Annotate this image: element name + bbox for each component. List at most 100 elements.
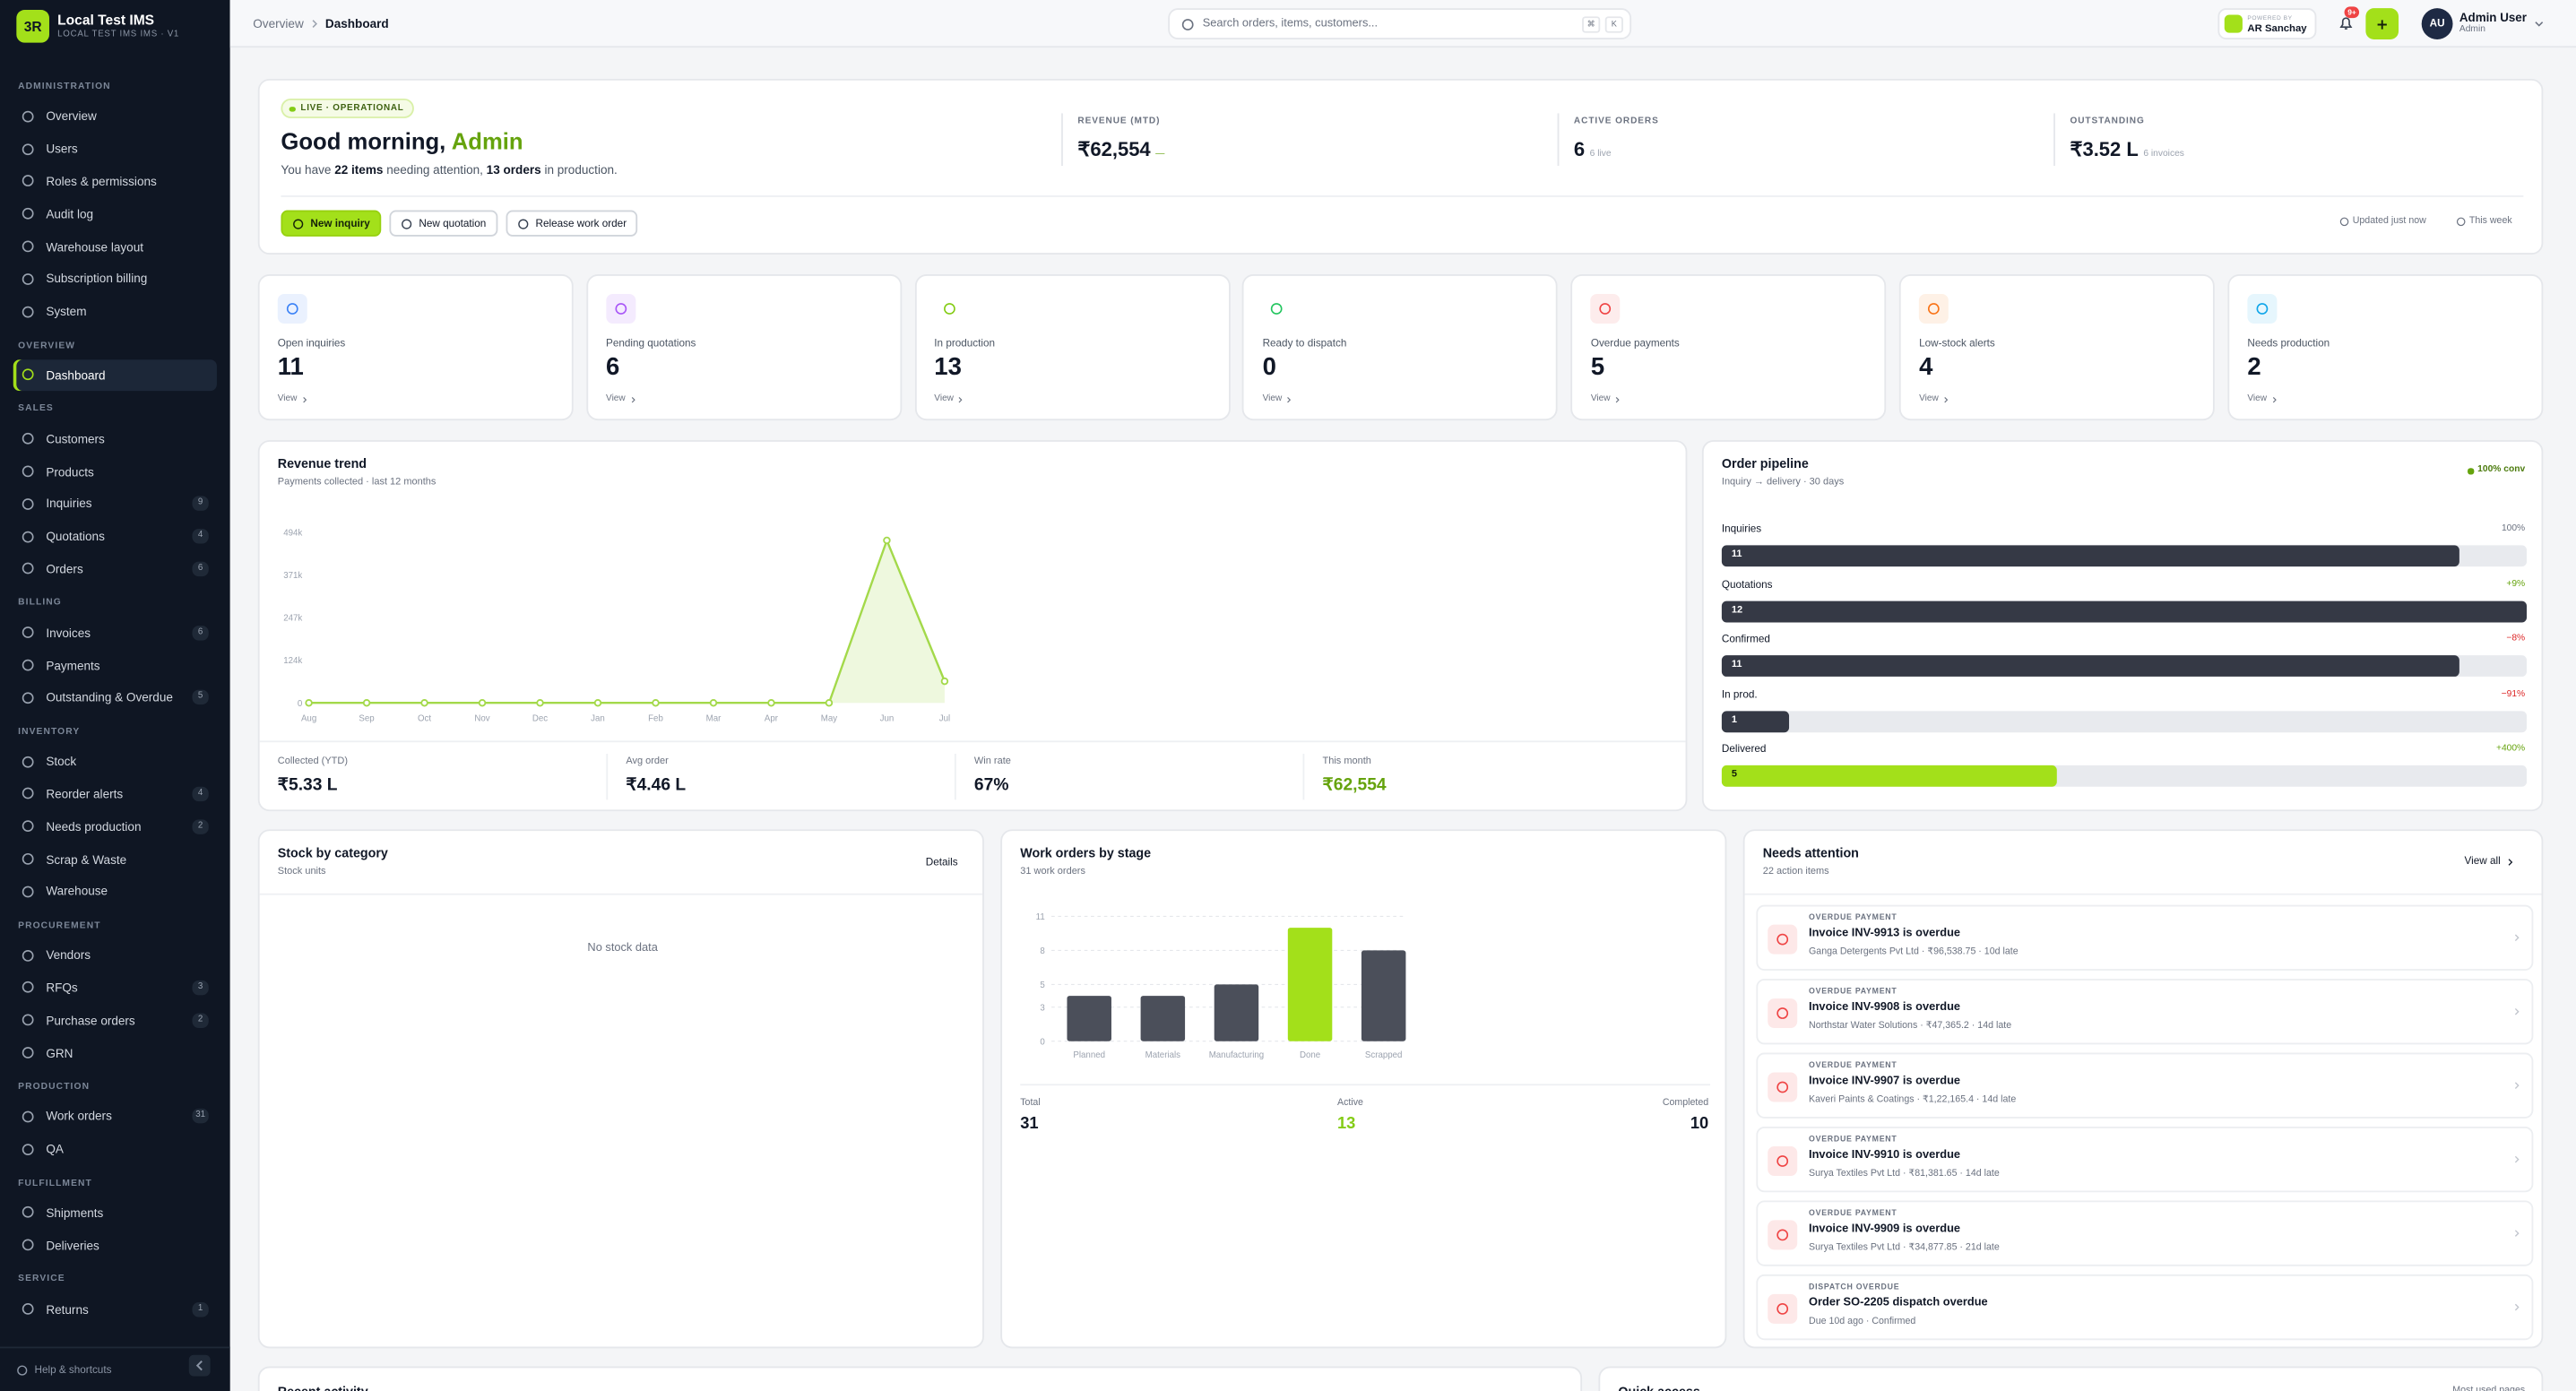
revenue-point <box>593 699 602 707</box>
collapse-button[interactable] <box>188 1354 211 1377</box>
stat-link[interactable]: View <box>934 394 965 404</box>
nav-item[interactable]: Inquiries 9 <box>13 488 217 520</box>
chevron-icon <box>959 396 964 402</box>
attention-item[interactable]: OVERDUE PAYMENT Invoice INV-9907 is overd… <box>1756 1052 2534 1119</box>
stat-link-text: View <box>277 393 298 404</box>
bar <box>1067 996 1111 1041</box>
stat-link-text: View <box>606 393 626 404</box>
attention-kind: OVERDUE PAYMENT <box>1809 1136 1897 1145</box>
attention-detail: Surya Textiles Pvt Ltd · ₹34,877.85 · 21… <box>1809 1243 2000 1254</box>
conversion-dot <box>2468 468 2474 474</box>
notifications-button[interactable] <box>2335 12 2358 35</box>
nav-item[interactable]: Warehouse <box>13 876 217 908</box>
nav-item[interactable]: Scrap & Waste <box>13 842 217 875</box>
nav-item[interactable]: Warehouse layout <box>13 230 217 263</box>
nav-item-label: RFQs <box>46 980 78 996</box>
nav-item[interactable]: Invoices 6 <box>13 617 217 649</box>
stage-change: −8% <box>2506 634 2526 644</box>
icon <box>293 219 304 229</box>
nav-item[interactable]: Payments <box>13 649 217 681</box>
card-subtitle: 31 work orders <box>1020 867 1085 877</box>
nav-item[interactable]: Outstanding & Overdue 5 <box>13 681 217 713</box>
bar <box>1140 996 1186 1041</box>
nav-item[interactable]: Products <box>13 455 217 488</box>
nav-item[interactable]: Audit log <box>13 198 217 230</box>
icon <box>22 1014 34 1026</box>
nav-item[interactable]: GRN <box>13 1036 217 1068</box>
icon-shape <box>2456 217 2466 227</box>
stat-link[interactable]: View <box>606 394 637 404</box>
nav-item[interactable]: Quotations 4 <box>13 520 217 552</box>
nav-item[interactable]: Subscription billing <box>13 263 217 295</box>
period-selector[interactable]: This week <box>2456 217 2512 227</box>
chevron-shape <box>2514 934 2520 942</box>
user-role: Admin <box>2459 24 2485 35</box>
chevron-icon <box>195 1360 203 1371</box>
nav-item[interactable]: Stock <box>13 745 217 777</box>
details-button[interactable]: Details <box>925 857 958 869</box>
nav-item[interactable]: Deliveries <box>13 1229 217 1261</box>
nav-item[interactable]: System <box>13 295 217 327</box>
nav-item[interactable]: Purchase orders 2 <box>13 1004 217 1036</box>
kpi-value-row: ₹3.52 L 6 invoices <box>2070 134 2183 164</box>
nav-item-label: Users <box>46 141 78 157</box>
stage-bar <box>1721 545 2460 567</box>
kpi-value: 6 <box>1573 137 1586 161</box>
chevron-shape <box>302 396 307 402</box>
attention-item[interactable]: OVERDUE PAYMENT Invoice INV-9913 is overd… <box>1756 904 2534 971</box>
nav-item[interactable]: Vendors <box>13 939 217 972</box>
nav-item[interactable]: Work orders 31 <box>13 1101 217 1133</box>
stat-link[interactable]: View <box>1591 394 1622 404</box>
nav-badge: 6 <box>192 625 209 641</box>
nav-item[interactable]: Needs production 2 <box>13 810 217 842</box>
stat-label: Low-stock alerts <box>1919 338 1995 350</box>
kbd: ⌘ <box>1582 16 1601 33</box>
attention-icon <box>1768 1145 1798 1176</box>
attention-title: Order SO-2205 dispatch overdue <box>1809 1297 1988 1309</box>
nav-item[interactable]: Users <box>13 133 217 165</box>
kpi-note: — <box>1155 149 1165 160</box>
card-subtitle: 22 action items <box>1762 867 1829 877</box>
icon-shape <box>22 1047 34 1058</box>
revenue-card: Revenue trend Payments collected · last 1… <box>257 440 1688 812</box>
search-box[interactable]: Search orders, items, customers... ⌘ K <box>1168 8 1632 39</box>
stat-link[interactable]: View <box>1263 394 1294 404</box>
nav-item[interactable]: QA <box>13 1133 217 1165</box>
nav-item[interactable]: Shipments <box>13 1197 217 1229</box>
chevron-icon <box>2514 934 2520 942</box>
nav-item[interactable]: RFQs 3 <box>13 972 217 1004</box>
create-button[interactable] <box>2365 8 2399 39</box>
nav-section-title: ADMINISTRATION <box>18 82 111 92</box>
nav-item[interactable]: Orders 6 <box>13 553 217 585</box>
chevron-icon <box>2514 1155 2520 1163</box>
chevron-shape <box>2514 1155 2520 1163</box>
action-button[interactable]: Release work order <box>506 210 638 237</box>
view-all-link[interactable]: View all <box>2465 856 2516 867</box>
stat-link[interactable]: View <box>278 394 309 404</box>
nav-item[interactable]: Overview <box>13 100 217 133</box>
attention-item[interactable]: OVERDUE PAYMENT Invoice INV-9909 is overd… <box>1756 1200 2534 1266</box>
attention-item[interactable]: OVERDUE PAYMENT Invoice INV-9910 is overd… <box>1756 1126 2534 1193</box>
stage-bar <box>1721 600 2528 622</box>
stat-link[interactable]: View <box>2247 394 2278 404</box>
pipeline-card: Order pipeline Inquiry → delivery · 30 da… <box>1701 440 2544 812</box>
y-tick-label: 247k <box>283 614 302 624</box>
action-button[interactable]: New quotation <box>389 210 498 237</box>
attention-item[interactable]: OVERDUE PAYMENT Invoice INV-9908 is overd… <box>1756 979 2534 1045</box>
attention-item[interactable]: DISPATCH OVERDUE Order SO-2205 dispatch o… <box>1756 1274 2534 1341</box>
nav-item[interactable]: Customers <box>13 423 217 455</box>
avatar[interactable]: AU <box>2421 8 2453 39</box>
breadcrumb-item[interactable]: Overview <box>253 16 304 31</box>
nav-item[interactable]: Reorder alerts 4 <box>13 778 217 810</box>
nav-item-label: Products <box>46 463 94 480</box>
action-button[interactable]: New inquiry <box>281 210 382 237</box>
chevron-icon <box>312 20 318 28</box>
nav-item[interactable]: Returns 1 <box>13 1292 217 1325</box>
icon-shape <box>22 433 34 445</box>
nav-item[interactable]: Dashboard <box>13 359 217 392</box>
icon <box>22 981 34 994</box>
stat-link[interactable]: View <box>1919 394 1950 404</box>
nav-item[interactable]: Roles & permissions <box>13 165 217 197</box>
icon <box>22 563 34 575</box>
nav-item-label: Warehouse <box>46 884 108 899</box>
